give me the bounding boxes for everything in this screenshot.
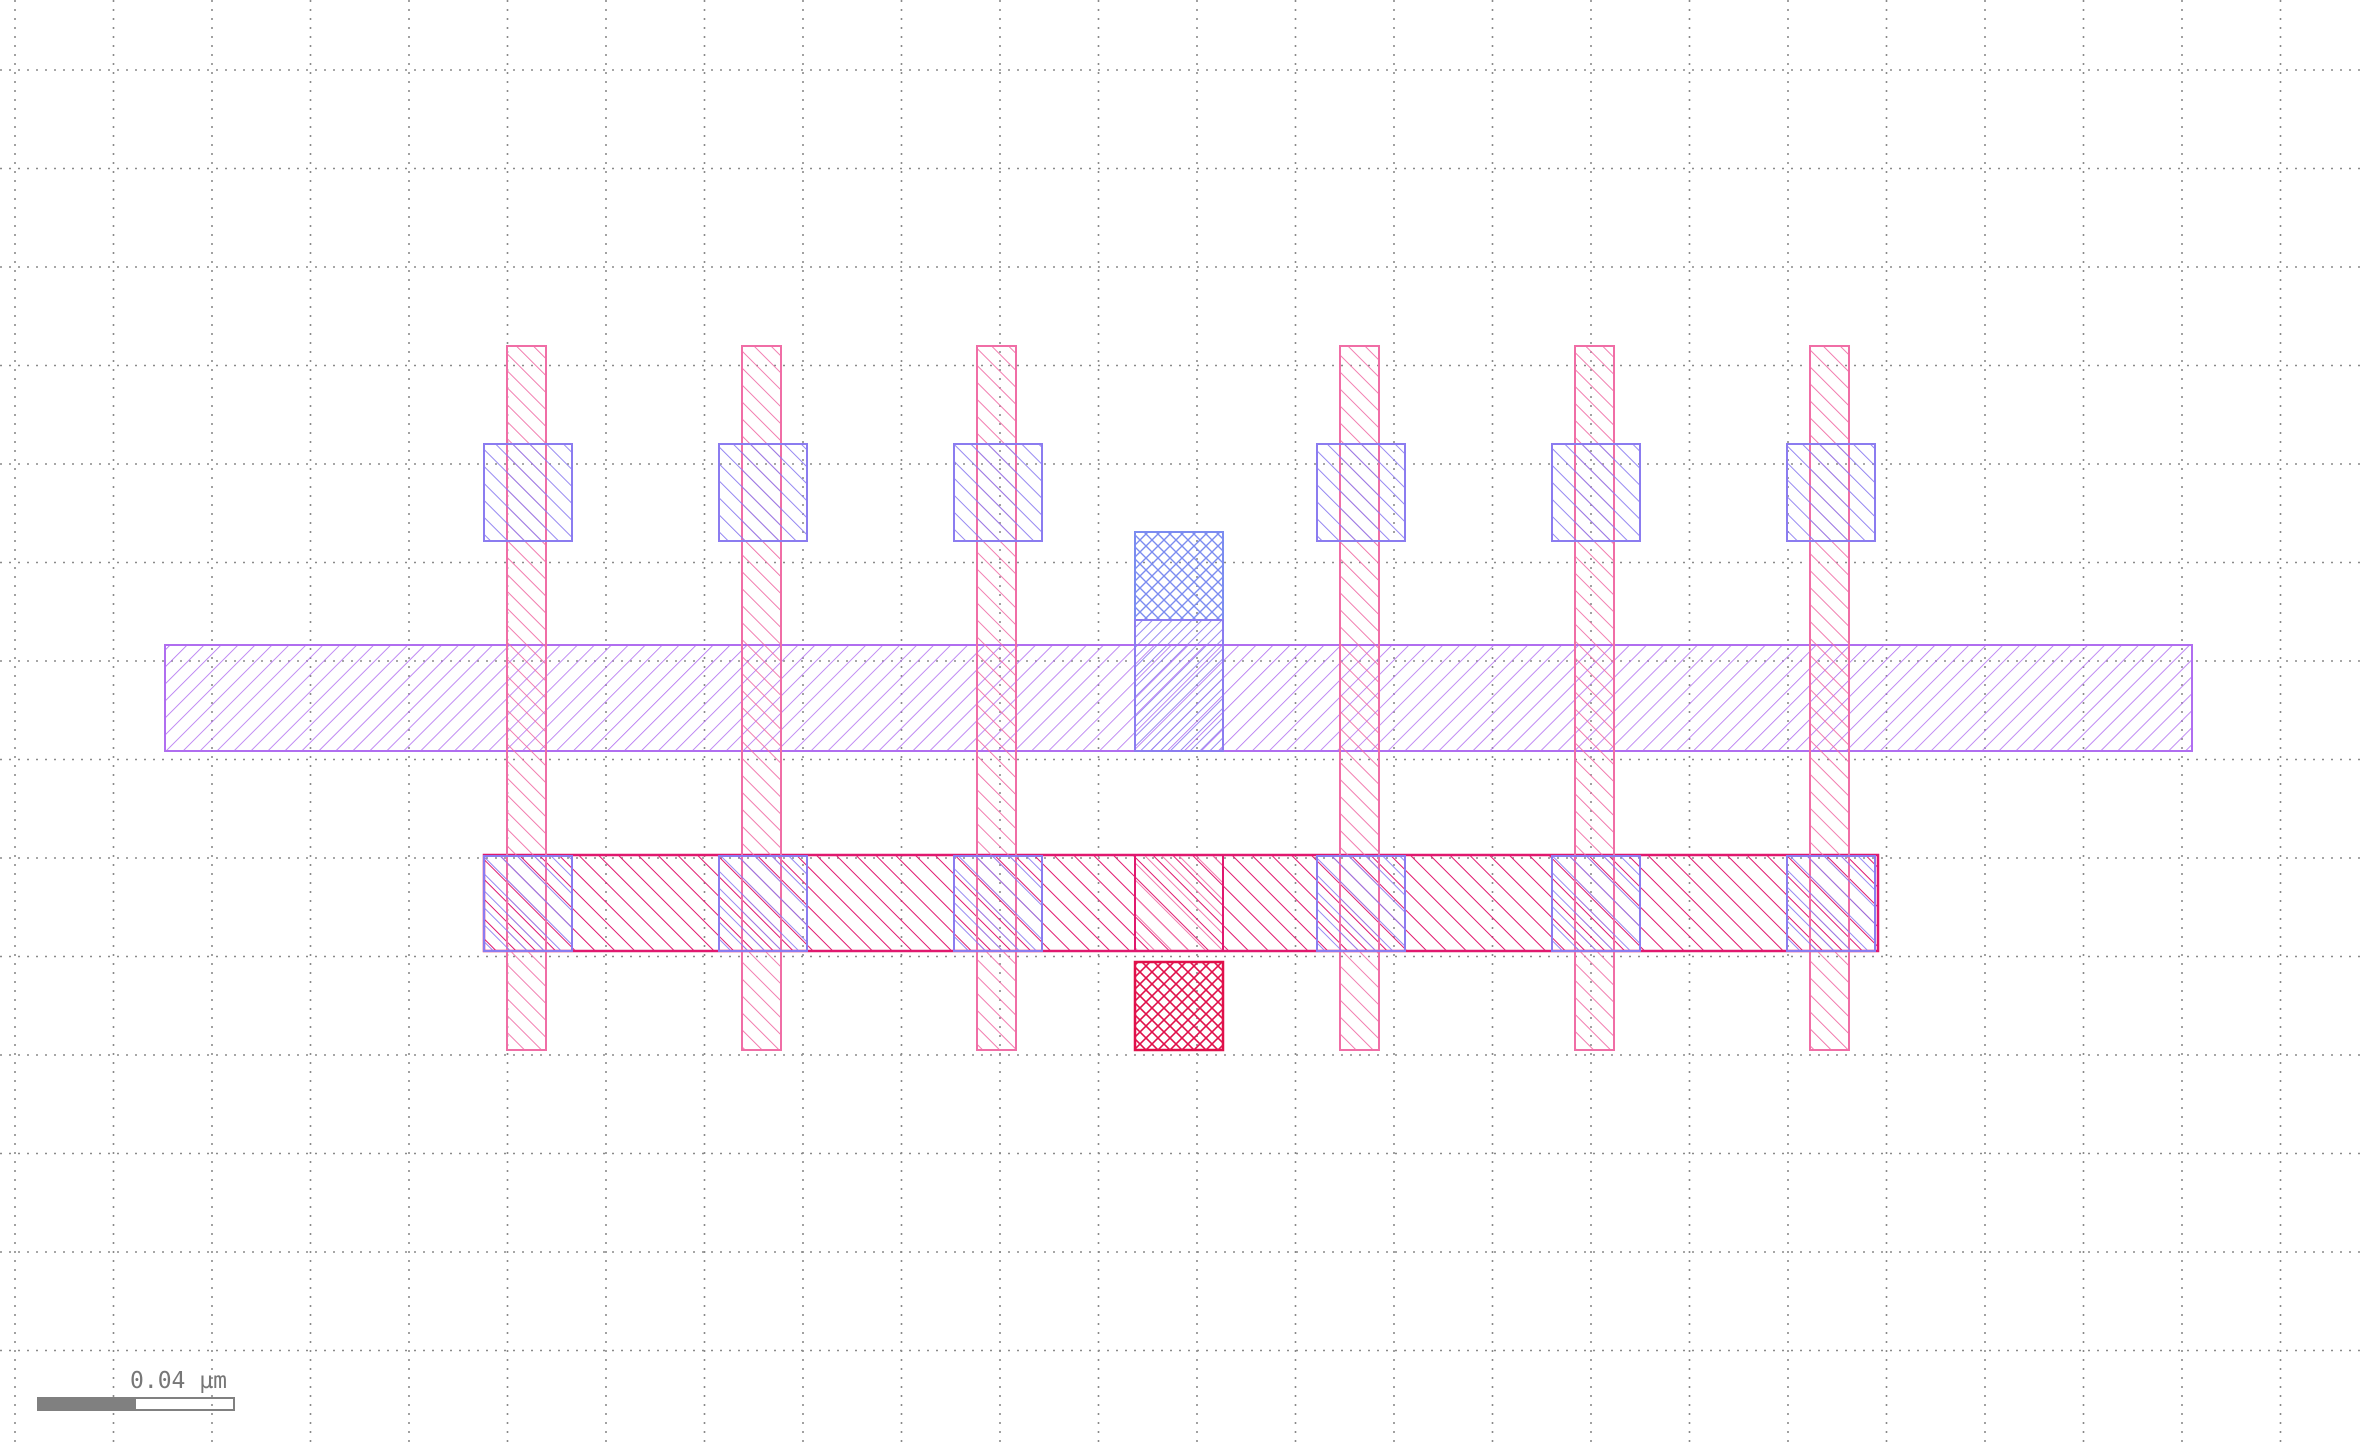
bottom-contact-1[interactable] xyxy=(483,855,573,952)
scale-bar-outline xyxy=(37,1397,235,1411)
bottom-contact-5[interactable] xyxy=(1551,855,1641,952)
top-contact-5[interactable] xyxy=(1551,443,1641,542)
bottom-contact-6[interactable] xyxy=(1786,855,1876,952)
bottom-contact-4[interactable] xyxy=(1316,855,1406,952)
top-contact-6[interactable] xyxy=(1786,443,1876,542)
scale-bar: 0.04 µm xyxy=(37,1368,235,1411)
center-via-bottom[interactable] xyxy=(1133,960,1225,1052)
top-contact-4[interactable] xyxy=(1316,443,1406,542)
scale-bar-label: 0.04 µm xyxy=(130,1368,227,1394)
bottom-contact-2[interactable] xyxy=(718,855,808,952)
center-met-strap[interactable] xyxy=(1134,854,1224,952)
scale-bar-filled-segment xyxy=(38,1398,136,1410)
layout-shapes xyxy=(164,345,2193,1052)
bottom-contacts xyxy=(483,855,1876,952)
center-tap xyxy=(1133,531,1225,1052)
top-contacts xyxy=(483,443,1876,542)
top-contact-1[interactable] xyxy=(483,443,573,542)
bottom-contact-3[interactable] xyxy=(953,855,1043,952)
center-li-strap[interactable] xyxy=(1134,619,1224,752)
top-contact-3[interactable] xyxy=(953,443,1043,542)
top-contact-2[interactable] xyxy=(718,443,808,542)
center-via-top[interactable] xyxy=(1134,531,1224,621)
